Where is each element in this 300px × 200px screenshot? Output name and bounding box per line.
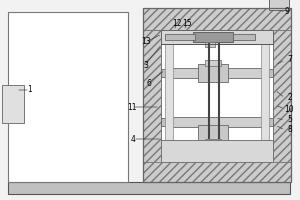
Bar	[143, 8, 291, 182]
Bar	[263, 69, 273, 77]
Bar	[2, 85, 24, 123]
Bar	[269, 0, 289, 10]
Bar	[161, 30, 273, 44]
Bar	[263, 118, 273, 126]
Text: 6: 6	[146, 78, 151, 88]
Text: 13: 13	[141, 38, 151, 46]
Text: 15: 15	[183, 19, 192, 27]
Bar	[193, 32, 233, 42]
Bar	[143, 30, 161, 162]
Bar	[143, 162, 291, 182]
Bar	[261, 44, 269, 140]
Text: 1: 1	[28, 86, 32, 95]
Bar	[8, 12, 128, 182]
Bar	[143, 8, 291, 30]
Bar	[273, 30, 291, 162]
Text: 12: 12	[172, 19, 182, 27]
Bar	[198, 125, 228, 141]
Bar	[165, 34, 195, 40]
Bar	[198, 64, 228, 82]
Text: 3: 3	[143, 60, 148, 70]
Text: 11: 11	[127, 102, 137, 112]
Bar	[8, 182, 290, 194]
Text: 10: 10	[285, 105, 294, 114]
Text: 8: 8	[287, 126, 292, 134]
Bar	[161, 118, 171, 126]
Bar	[161, 69, 171, 77]
Bar	[167, 117, 267, 127]
Text: 7: 7	[287, 55, 292, 64]
Bar	[233, 34, 255, 40]
Bar	[167, 68, 267, 78]
Text: 2: 2	[287, 94, 292, 102]
Text: 4: 4	[131, 134, 136, 144]
Text: 9: 9	[284, 7, 289, 17]
Bar	[167, 143, 267, 151]
Bar	[205, 139, 221, 145]
Bar	[205, 60, 221, 66]
Bar	[165, 44, 173, 140]
Text: 5: 5	[287, 116, 292, 124]
Bar	[161, 30, 273, 162]
Bar	[161, 140, 273, 162]
Bar	[205, 42, 215, 47]
